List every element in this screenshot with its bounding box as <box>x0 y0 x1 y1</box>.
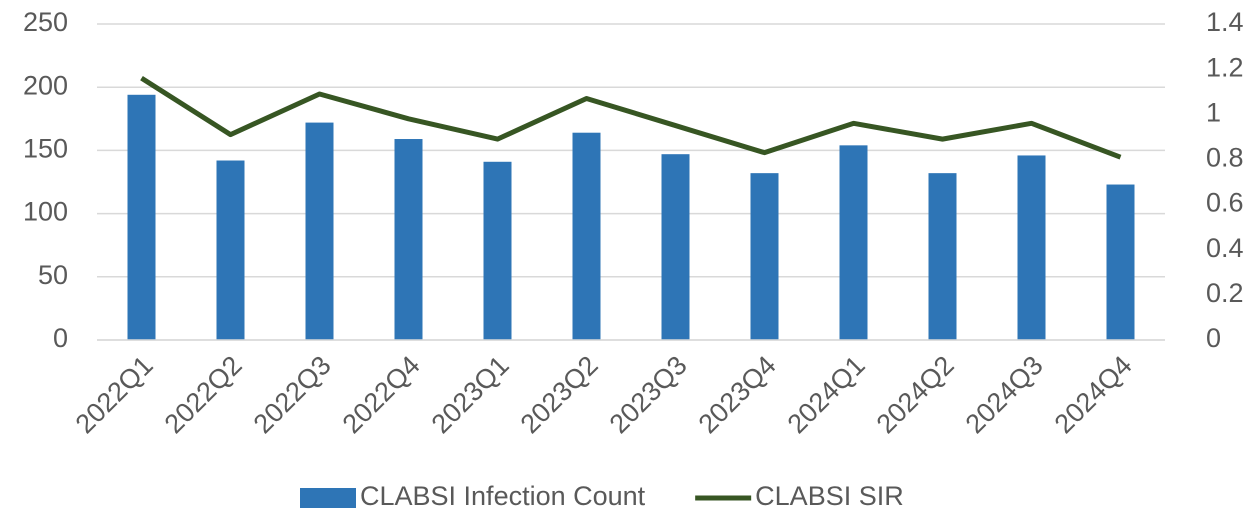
y-tick-label: 100 <box>23 197 68 227</box>
legend-item: CLABSI Infection Count <box>300 481 646 511</box>
legend-label: CLABSI Infection Count <box>360 481 646 511</box>
y2-tick-label: 1 <box>1206 97 1221 127</box>
x-tick-label: 2022Q1 <box>70 350 159 439</box>
bar <box>1106 184 1135 340</box>
x-tick-label: 2024Q1 <box>782 350 871 439</box>
x-tick-label: 2024Q4 <box>1049 350 1138 439</box>
bar <box>127 94 156 340</box>
y-tick-label: 200 <box>23 70 68 100</box>
x-tick-label: 2024Q2 <box>871 350 960 439</box>
y-tick-label: 250 <box>23 7 68 37</box>
legend-swatch <box>300 488 356 508</box>
y2-tick-label: 0.6 <box>1206 188 1244 218</box>
y2-tick-label: 1.4 <box>1206 7 1244 37</box>
bar <box>839 145 868 340</box>
line <box>140 76 1122 160</box>
y2-tick-label: 0.4 <box>1206 233 1244 263</box>
y2-tick-label: 1.2 <box>1206 52 1244 82</box>
y-tick-label: 0 <box>53 323 68 353</box>
x-tick-label: 2023Q1 <box>426 350 515 439</box>
bar <box>216 160 245 340</box>
bar <box>483 161 512 340</box>
x-tick-label: 2023Q2 <box>515 350 604 439</box>
y2-tick-label: 0.2 <box>1206 278 1244 308</box>
bar <box>928 173 957 340</box>
bar <box>305 122 334 340</box>
y-tick-label: 150 <box>23 134 68 164</box>
bar <box>394 139 423 340</box>
x-tick-label: 2022Q3 <box>248 350 337 439</box>
legend-item: CLABSI SIR <box>695 481 904 511</box>
bar <box>1017 155 1046 340</box>
y2-tick-label: 0.8 <box>1206 143 1244 173</box>
bar <box>572 132 601 340</box>
x-tick-label: 2022Q2 <box>159 350 248 439</box>
bar <box>661 154 690 340</box>
y-tick-label: 50 <box>38 260 68 290</box>
legend-label: CLABSI SIR <box>755 481 904 511</box>
x-tick-label: 2022Q4 <box>337 350 426 439</box>
x-tick-label: 2023Q3 <box>604 350 693 439</box>
bar <box>750 173 779 340</box>
x-tick-label: 2024Q3 <box>960 350 1049 439</box>
x-tick-label: 2023Q4 <box>693 350 782 439</box>
y2-tick-label: 0 <box>1206 323 1221 353</box>
